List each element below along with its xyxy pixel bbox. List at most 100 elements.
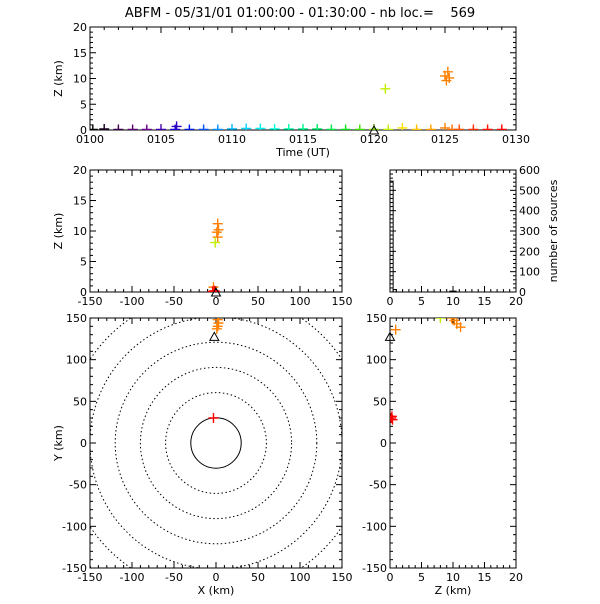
- histogram-y-tick-label: 400: [519, 205, 540, 218]
- range-ring: [90, 318, 342, 568]
- source-point: [397, 122, 408, 130]
- x_height-x-tick-label: 0: [213, 295, 220, 308]
- source-point: [383, 124, 394, 130]
- source-point: [210, 237, 221, 248]
- x_height-x-tick-label: 100: [290, 295, 311, 308]
- time_height-y-axis-title: Z (km): [52, 60, 65, 97]
- plan_view-y-tick-label: -50: [69, 479, 87, 492]
- histogram-y-tick-label: 100: [519, 266, 540, 279]
- source-point: [354, 124, 365, 130]
- x_height-x-tick-label: -50: [165, 295, 183, 308]
- histogram-x-tick-label: 0: [387, 295, 394, 308]
- source-point: [241, 123, 252, 130]
- plan_view-plot-area: [90, 318, 342, 568]
- histogram-y-axis-title: number of sources: [547, 179, 560, 282]
- source-point: [212, 218, 223, 229]
- x_height-y-tick-label: 15: [73, 195, 87, 208]
- x_height-y-tick-label: 10: [73, 225, 87, 238]
- plan_view-y-tick-label: 50: [73, 395, 87, 408]
- histogram-plot-area: [390, 180, 516, 292]
- plan_view-y-tick-label: 100: [66, 354, 87, 367]
- range-ring: [90, 318, 342, 568]
- histogram-bar: [392, 289, 397, 292]
- source-point: [208, 413, 219, 423]
- x_height-panel: -150 -100 -50 0 50 100 150 0 5 10 15 20 Z (km): [52, 164, 353, 308]
- plan_view-y-tick-label: 0: [80, 437, 87, 450]
- height_y-y-tick-label: 100: [366, 354, 387, 367]
- height_y-y-tick-label: -100: [362, 520, 387, 533]
- x_height-x-tick-label: -100: [120, 295, 145, 308]
- height_y-x-tick-label: 10: [446, 571, 460, 584]
- time_height-y-tick-label: 5: [80, 98, 87, 111]
- time_height-x-tick-label: 0115: [289, 133, 317, 146]
- source-point: [425, 124, 436, 130]
- station-marker: [210, 286, 222, 297]
- source-point: [283, 123, 294, 130]
- height_y-plot-area: [390, 318, 466, 425]
- time_height-y-tick-label: 20: [73, 21, 87, 34]
- source-point: [212, 124, 223, 130]
- plan_view-x-tick-label: -150: [78, 571, 103, 584]
- source-point: [411, 124, 422, 130]
- x_height-x-tick-label: -150: [78, 295, 103, 308]
- height_y-y-tick-label: -150: [362, 562, 387, 575]
- time_height-x-tick-label: 0125: [431, 133, 459, 146]
- x_height-x-tick-label: 50: [251, 295, 265, 308]
- time_height-x-tick-label: 0130: [502, 133, 530, 146]
- source-point: [468, 124, 479, 130]
- plan_view-x-tick-label: 0: [213, 571, 220, 584]
- source-point: [213, 224, 224, 235]
- range-ring: [90, 318, 342, 568]
- source-point: [496, 124, 507, 130]
- source-point: [90, 124, 98, 130]
- plan_view-y-tick-label: 150: [66, 312, 87, 325]
- source-point: [482, 124, 493, 130]
- plan_view-x-tick-label: 50: [251, 571, 265, 584]
- station-marker: [208, 331, 220, 341]
- plan_view-x-tick-label: 150: [332, 571, 353, 584]
- source-point: [390, 413, 397, 423]
- height_y-y-tick-label: 50: [373, 395, 387, 408]
- histogram-y-tick-label: 500: [519, 184, 540, 197]
- histogram-x-tick-label: 20: [509, 295, 523, 308]
- x_height-plot-area: [207, 218, 224, 292]
- histogram-y-tick-label: 200: [519, 245, 540, 258]
- plan_view-panel: -150 -100 -50 0 50 100 150 -150 -100 -50 0 50 100 150…: [52, 312, 353, 597]
- height_y-frame: [389, 317, 517, 569]
- time_height-x-tick-label: 0110: [218, 133, 246, 146]
- station-marker: [368, 124, 380, 135]
- source-point: [156, 124, 166, 130]
- plan_view-x-tick-label: -50: [165, 571, 183, 584]
- source-point: [198, 124, 209, 130]
- figure-title: ABFM - 05/31/01 01:00:00 - 01:30:00 - nb…: [125, 6, 475, 21]
- histogram-y-tick-label: 600: [519, 164, 540, 177]
- time_height-y-tick-label: 10: [73, 73, 87, 86]
- time_height-y-tick-label: 15: [73, 47, 87, 60]
- source-point: [435, 318, 446, 323]
- source-point: [442, 66, 453, 77]
- source-point: [326, 124, 337, 130]
- x_height-y-tick-label: 5: [80, 256, 87, 269]
- time_height-x-tick-label: 0100: [76, 133, 104, 146]
- source-point: [455, 322, 466, 333]
- histogram-x-tick-label: 5: [418, 295, 425, 308]
- plan_view-x-tick-label: -100: [120, 571, 145, 584]
- histogram-frame: [389, 169, 517, 293]
- x_height-y-tick-label: 20: [73, 164, 87, 177]
- plan_view-y-axis-title: Y (km): [52, 425, 65, 462]
- time_height-y-tick-label: 0: [80, 124, 87, 137]
- source-point: [255, 123, 266, 130]
- height_y-x-tick-label: 0: [387, 571, 394, 584]
- range-ring: [190, 417, 242, 469]
- height_y-x-tick-label: 15: [478, 571, 492, 584]
- station-marker: [384, 331, 396, 341]
- x_height-y-tick-label: 0: [80, 286, 87, 299]
- source-point: [298, 123, 308, 130]
- x_height-x-tick-label: 150: [332, 295, 353, 308]
- height_y-y-tick-label: 150: [366, 312, 387, 325]
- source-point: [340, 124, 351, 130]
- source-point: [390, 414, 398, 425]
